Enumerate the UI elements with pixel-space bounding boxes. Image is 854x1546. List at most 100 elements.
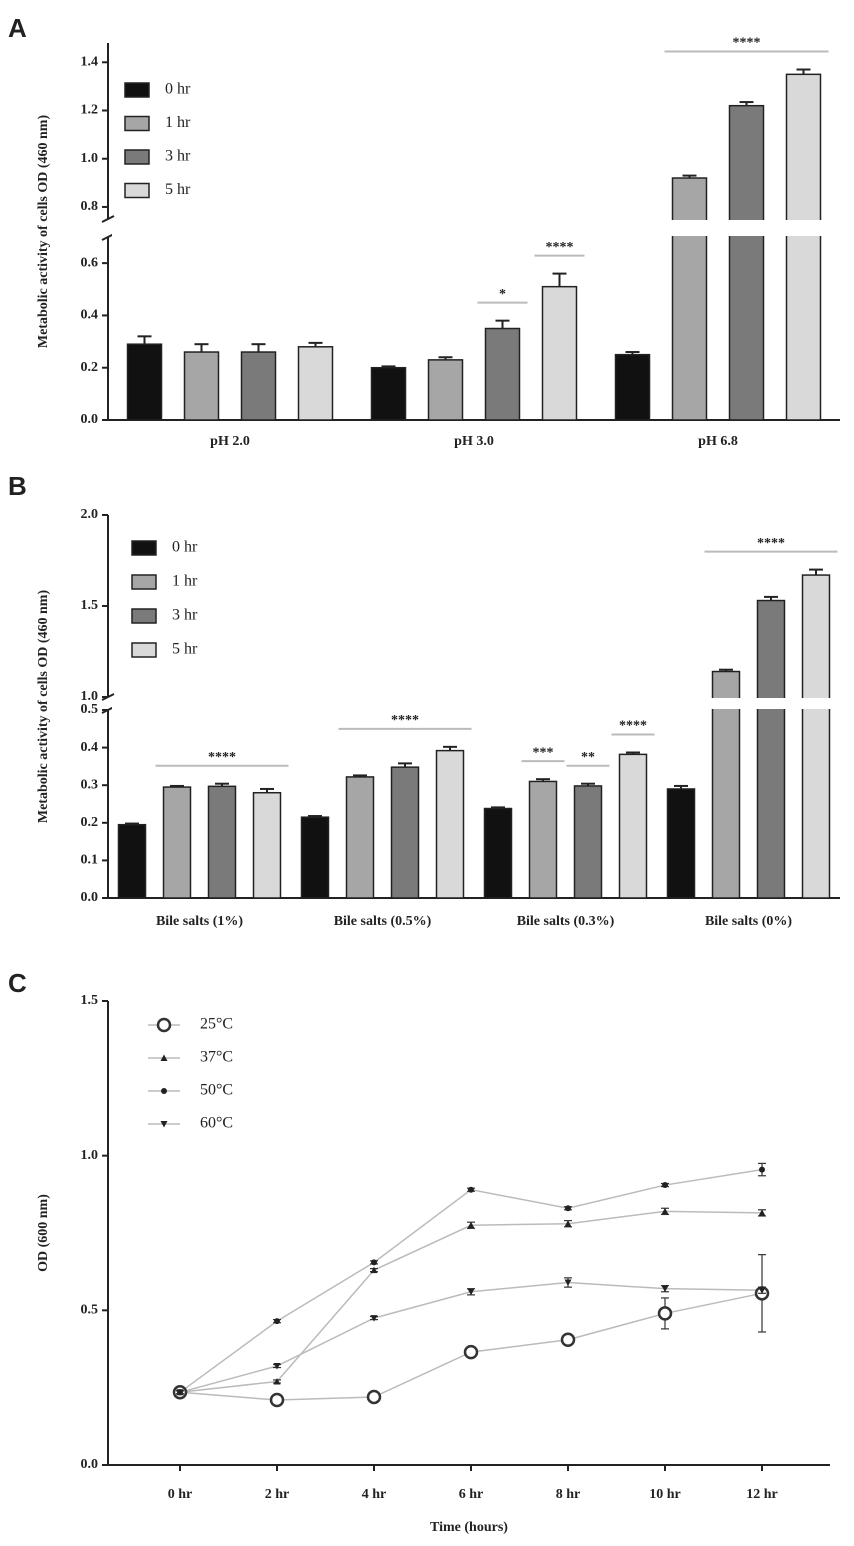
point: [370, 1315, 378, 1322]
legend-label: 3 hr: [165, 148, 191, 165]
bar: [207, 785, 237, 899]
legend-swatch: [131, 574, 157, 590]
x-tick-label: pH 3.0: [454, 434, 494, 449]
significance-label: ****: [619, 719, 647, 734]
bar: [390, 766, 420, 899]
legend-label: 5 hr: [165, 181, 191, 198]
bar: [618, 753, 648, 899]
x-tick-label: 10 hr: [649, 1487, 681, 1502]
legend-swatch: [131, 608, 157, 624]
bar: [300, 816, 330, 899]
bar: [162, 786, 192, 899]
point: [371, 1259, 377, 1266]
bar: [370, 366, 407, 421]
y-tick-label: 1.2: [81, 103, 99, 118]
bar: [728, 104, 765, 421]
point: [560, 1332, 576, 1347]
axis-gap: [112, 698, 844, 709]
point: [564, 1220, 572, 1227]
significance-label: ****: [208, 750, 236, 765]
y-tick-label: 0.0: [81, 890, 99, 905]
legend-label: 1 hr: [172, 573, 198, 590]
point: [273, 1377, 281, 1385]
y-tick-label: 1.5: [81, 598, 99, 613]
legend-label: 50°C: [200, 1082, 233, 1099]
panel-letter: C: [8, 968, 27, 998]
y-tick-label: 1.5: [81, 993, 99, 1008]
point: [565, 1205, 571, 1212]
bar: [666, 788, 696, 899]
x-tick-label: pH 6.8: [698, 434, 738, 449]
significance-label: ****: [757, 536, 785, 551]
bar: [614, 353, 651, 421]
x-tick-label: Bile salts (0.5%): [334, 914, 432, 929]
x-tick-label: 2 hr: [265, 1487, 290, 1502]
y-tick-label: 0.8: [81, 199, 99, 214]
y-tick-label: 0.2: [81, 815, 99, 830]
point: [564, 1279, 572, 1286]
legend-label: 5 hr: [172, 641, 198, 658]
axis-break: [101, 215, 115, 223]
bar: [541, 285, 578, 421]
panel-letter: B: [8, 471, 27, 501]
bar: [671, 177, 708, 421]
bar: [252, 791, 282, 899]
point: [467, 1288, 475, 1296]
legend-swatch: [131, 540, 157, 556]
bar: [183, 351, 220, 421]
bar: [573, 785, 603, 899]
bar: [126, 343, 163, 421]
legend-swatch: [124, 149, 150, 165]
legend-label: 0 hr: [172, 539, 198, 556]
x-tick-label: pH 2.0: [210, 434, 250, 449]
y-tick-label: 0.5: [81, 702, 99, 717]
legend-label: 3 hr: [172, 607, 198, 624]
bar: [484, 327, 521, 421]
legend-marker: [161, 1088, 167, 1094]
axis-gap: [112, 220, 844, 236]
x-axis-label: Time (hours): [430, 1520, 508, 1535]
point: [759, 1166, 765, 1173]
legend-swatch: [124, 82, 150, 98]
point: [657, 1306, 673, 1321]
point: [176, 1389, 184, 1396]
y-tick-label: 1.0: [81, 151, 99, 166]
y-tick-label: 0.2: [81, 360, 99, 375]
bar: [756, 599, 786, 899]
legend-label: 37°C: [200, 1049, 233, 1066]
y-tick-label: 0.3: [81, 777, 99, 792]
point: [370, 1266, 378, 1274]
point: [274, 1318, 280, 1325]
point: [366, 1389, 382, 1405]
y-tick-label: 1.0: [81, 1148, 99, 1163]
point: [463, 1344, 479, 1360]
x-tick-label: Bile salts (0.3%): [517, 914, 615, 929]
x-tick-label: 6 hr: [459, 1487, 484, 1502]
y-tick-label: 0.1: [81, 853, 99, 868]
legend-marker: [160, 1054, 168, 1061]
series-line: [179, 1281, 763, 1394]
point: [468, 1186, 474, 1193]
point: [273, 1363, 281, 1370]
panel-letter: A: [8, 13, 27, 43]
y-tick-label: 0.4: [81, 308, 99, 323]
significance-label: ****: [733, 36, 761, 51]
legend-label: 1 hr: [165, 114, 191, 131]
y-tick-label: 0.0: [81, 1457, 99, 1472]
bar: [345, 776, 375, 899]
bar: [528, 780, 558, 899]
bar: [801, 574, 831, 899]
legend-swatch: [131, 642, 157, 658]
y-axis-label: Metabolic activity of cells OD (460 nm): [36, 590, 51, 824]
y-tick-label: 2.0: [81, 507, 99, 522]
legend-swatch: [124, 115, 150, 132]
y-axis-label: Metabolic activity of cells OD (460 nm): [36, 115, 51, 349]
x-tick-label: Bile salts (0%): [705, 914, 792, 929]
y-axis-label: OD (600 nm): [36, 1194, 51, 1272]
x-tick-label: 4 hr: [362, 1487, 387, 1502]
bar: [427, 359, 464, 421]
y-tick-label: 0.6: [81, 255, 99, 270]
legend-marker: [160, 1121, 168, 1128]
significance-label: ****: [391, 713, 419, 728]
